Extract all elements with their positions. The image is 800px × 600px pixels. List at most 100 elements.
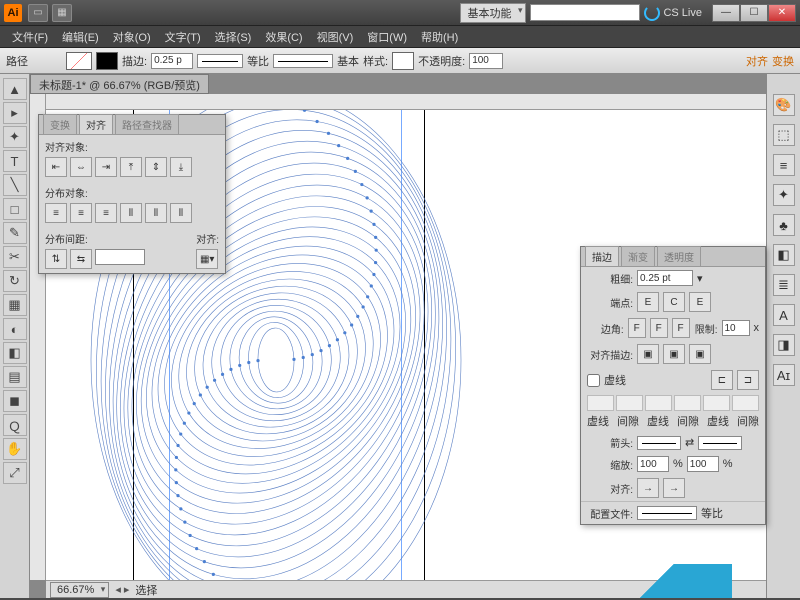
- cap-butt[interactable]: E: [637, 292, 659, 312]
- panel-icon[interactable]: Aɪ: [773, 364, 795, 386]
- join-bevel[interactable]: F: [672, 318, 690, 338]
- menu-item[interactable]: 文字(T): [159, 27, 207, 47]
- align-panel[interactable]: 变换 对齐 路径查找器 对齐对象: ⇤⇔⇥⤒⇕⤓ 分布对象: ≡≡≡⦀⦀⦀ 分布…: [38, 114, 226, 274]
- panel-icon[interactable]: ◨: [773, 334, 795, 356]
- align-right[interactable]: ⇥: [95, 157, 117, 177]
- tool-button[interactable]: □: [3, 198, 27, 220]
- spacing-input[interactable]: [95, 249, 145, 265]
- tool-button[interactable]: ✋: [3, 438, 27, 460]
- stroke-panel[interactable]: 描边 渐变 透明度 粗细:▾ 端点:ECE 边角:FFF限制:x 对齐描边:▣▣…: [580, 246, 766, 525]
- tab-transform[interactable]: 变换: [43, 114, 77, 134]
- align-stroke-center[interactable]: ▣: [637, 344, 659, 364]
- tab-stroke[interactable]: 描边: [585, 246, 619, 266]
- align-link[interactable]: 对齐: [746, 53, 768, 69]
- maximize-button[interactable]: ☐: [740, 4, 768, 22]
- panel-icon[interactable]: A: [773, 304, 795, 326]
- dist-top[interactable]: ≡: [45, 203, 67, 223]
- align-bottom[interactable]: ⤓: [170, 157, 192, 177]
- tool-button[interactable]: ✦: [3, 126, 27, 148]
- arrow-align-1[interactable]: →: [637, 478, 659, 498]
- zoom-combo[interactable]: 66.67%: [50, 582, 109, 598]
- opacity-input[interactable]: [469, 53, 503, 69]
- tab-pathfinder[interactable]: 路径查找器: [115, 114, 179, 134]
- menu-item[interactable]: 窗口(W): [361, 27, 413, 47]
- tool-button[interactable]: ◼: [3, 390, 27, 412]
- dash-opt2[interactable]: ⊐: [737, 370, 759, 390]
- align-stroke-outside[interactable]: ▣: [689, 344, 711, 364]
- cap-square[interactable]: E: [689, 292, 711, 312]
- search-input[interactable]: [530, 4, 640, 21]
- menu-item[interactable]: 编辑(E): [56, 27, 105, 47]
- dist-hspace[interactable]: ⇆: [70, 249, 92, 269]
- tool-button[interactable]: Ｑ: [3, 414, 27, 436]
- tool-button[interactable]: ◧: [3, 342, 27, 364]
- weight-input[interactable]: [637, 270, 693, 286]
- tool-button[interactable]: ▲: [3, 78, 27, 100]
- tool-button[interactable]: ▤: [3, 366, 27, 388]
- panel-icon[interactable]: ✦: [773, 184, 795, 206]
- stroke-weight-input[interactable]: [151, 53, 193, 69]
- align-stroke-inside[interactable]: ▣: [663, 344, 685, 364]
- dash-cell[interactable]: [703, 395, 730, 411]
- tab-align[interactable]: 对齐: [79, 114, 113, 134]
- tool-button[interactable]: ╲: [3, 174, 27, 196]
- panel-icon[interactable]: ≡: [773, 154, 795, 176]
- dist-vspace[interactable]: ⇅: [45, 249, 67, 269]
- dist-left[interactable]: ⦀: [120, 203, 142, 223]
- align-vcenter[interactable]: ⇕: [145, 157, 167, 177]
- cslive-button[interactable]: CS Live: [644, 5, 702, 21]
- title-icon[interactable]: ▭: [28, 4, 48, 22]
- tool-button[interactable]: ◐: [3, 318, 27, 340]
- dist-vcenter[interactable]: ≡: [70, 203, 92, 223]
- dash-opt1[interactable]: ⊏: [711, 370, 733, 390]
- dist-bottom[interactable]: ≡: [95, 203, 117, 223]
- tool-button[interactable]: ✂: [3, 246, 27, 268]
- menu-item[interactable]: 视图(V): [311, 27, 360, 47]
- arrow-start[interactable]: [637, 436, 681, 450]
- align-hcenter[interactable]: ⇔: [70, 157, 92, 177]
- join-round[interactable]: F: [650, 318, 668, 338]
- menu-item[interactable]: 选择(S): [209, 27, 258, 47]
- align-left[interactable]: ⇤: [45, 157, 67, 177]
- tool-button[interactable]: ▦: [3, 294, 27, 316]
- tool-button[interactable]: ↻: [3, 270, 27, 292]
- menu-item[interactable]: 帮助(H): [415, 27, 464, 47]
- tab-gradient[interactable]: 渐变: [621, 246, 655, 266]
- join-miter[interactable]: F: [628, 318, 646, 338]
- arrow-scale-end[interactable]: [687, 456, 719, 472]
- dash-cell[interactable]: [674, 395, 701, 411]
- panel-icon[interactable]: ⬚: [773, 124, 795, 146]
- document-tab[interactable]: 未标题-1* @ 66.67% (RGB/预览): [30, 74, 209, 94]
- profile-combo2[interactable]: [637, 506, 697, 520]
- dashed-checkbox[interactable]: [587, 374, 600, 387]
- fill-swatch[interactable]: [66, 52, 92, 70]
- arrow-align-2[interactable]: →: [663, 478, 685, 498]
- dash-cell[interactable]: [616, 395, 643, 411]
- limit-input[interactable]: [722, 320, 750, 336]
- workspace-combo[interactable]: 基本功能: [460, 3, 526, 23]
- tool-button[interactable]: ✎: [3, 222, 27, 244]
- panel-icon[interactable]: 🎨: [773, 94, 795, 116]
- align-to-combo[interactable]: ▦▾: [196, 249, 218, 269]
- close-button[interactable]: ✕: [768, 4, 796, 22]
- profile-combo[interactable]: [197, 54, 243, 68]
- tool-button[interactable]: ⤢: [3, 462, 27, 484]
- title-icon[interactable]: ▦: [52, 4, 72, 22]
- tool-button[interactable]: ▸: [3, 102, 27, 124]
- brush-combo[interactable]: [273, 54, 333, 68]
- dash-cell[interactable]: [732, 395, 759, 411]
- dash-cell[interactable]: [587, 395, 614, 411]
- arrow-end[interactable]: [698, 436, 742, 450]
- stroke-swatch[interactable]: [96, 52, 118, 70]
- dash-cell[interactable]: [645, 395, 672, 411]
- transform-link[interactable]: 变换: [772, 53, 794, 69]
- minimize-button[interactable]: —: [712, 4, 740, 22]
- dist-right[interactable]: ⦀: [170, 203, 192, 223]
- tool-button[interactable]: T: [3, 150, 27, 172]
- menu-item[interactable]: 对象(O): [107, 27, 157, 47]
- menu-item[interactable]: 效果(C): [259, 27, 308, 47]
- cap-round[interactable]: C: [663, 292, 685, 312]
- menu-item[interactable]: 文件(F): [6, 27, 54, 47]
- tab-transparency[interactable]: 透明度: [657, 246, 701, 266]
- arrow-scale-start[interactable]: [637, 456, 669, 472]
